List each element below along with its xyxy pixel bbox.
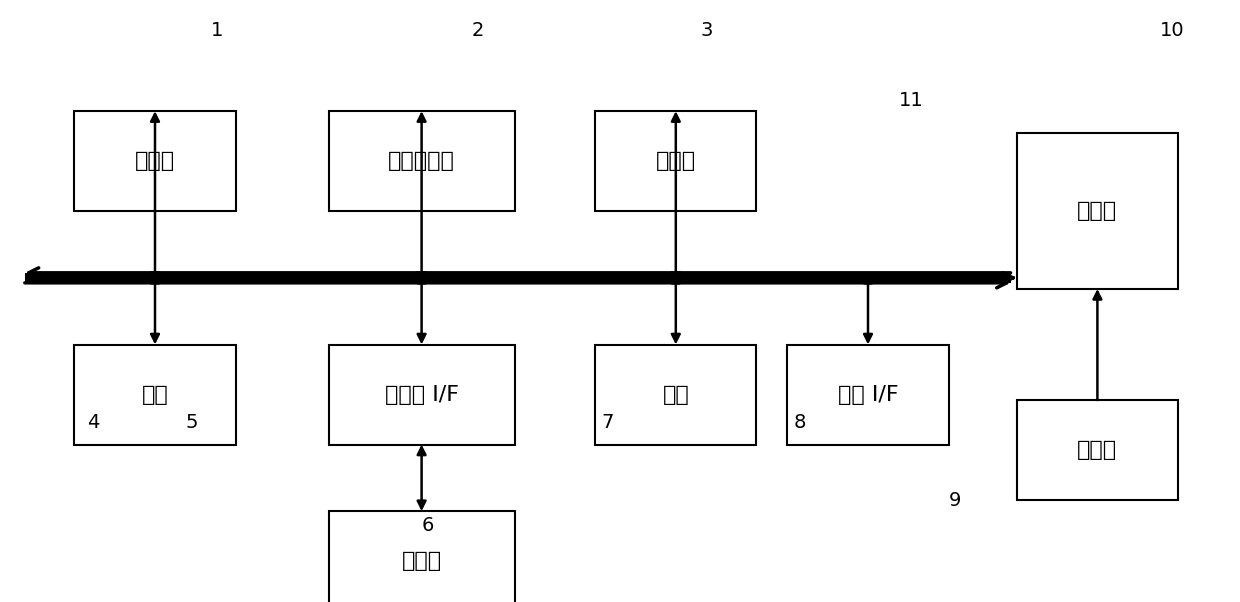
Text: 通信 I/F: 通信 I/F: [838, 385, 898, 405]
Text: 4: 4: [87, 413, 99, 432]
FancyBboxPatch shape: [1017, 400, 1178, 500]
Text: 图像处理部: 图像处理部: [388, 151, 455, 171]
Text: 6: 6: [422, 515, 434, 535]
Text: 存储卡 I/F: 存储卡 I/F: [384, 385, 459, 405]
Text: 拍摄部: 拍摄部: [135, 151, 175, 171]
FancyBboxPatch shape: [595, 111, 756, 211]
Text: 控制部: 控制部: [1078, 201, 1117, 221]
Text: 11: 11: [899, 90, 924, 110]
FancyBboxPatch shape: [1017, 134, 1178, 289]
Text: 9: 9: [949, 491, 961, 509]
FancyBboxPatch shape: [329, 344, 515, 444]
Bar: [25, 273, 1011, 283]
FancyBboxPatch shape: [74, 344, 236, 444]
FancyBboxPatch shape: [74, 111, 236, 211]
Text: 10: 10: [1159, 21, 1184, 40]
Text: 3: 3: [701, 21, 713, 40]
Text: 显示部: 显示部: [656, 151, 696, 171]
Text: 8: 8: [794, 413, 806, 432]
FancyBboxPatch shape: [595, 344, 756, 444]
Text: 5: 5: [186, 413, 198, 432]
Text: 操作部: 操作部: [1078, 440, 1117, 460]
FancyBboxPatch shape: [329, 511, 515, 602]
Text: 1: 1: [211, 21, 223, 40]
FancyBboxPatch shape: [329, 111, 515, 211]
FancyBboxPatch shape: [787, 344, 949, 444]
Text: 7: 7: [601, 413, 614, 432]
Text: 2: 2: [471, 21, 484, 40]
Text: 存储卡: 存储卡: [402, 551, 441, 571]
Text: 内存: 内存: [141, 385, 169, 405]
Text: 闪存: 闪存: [662, 385, 689, 405]
